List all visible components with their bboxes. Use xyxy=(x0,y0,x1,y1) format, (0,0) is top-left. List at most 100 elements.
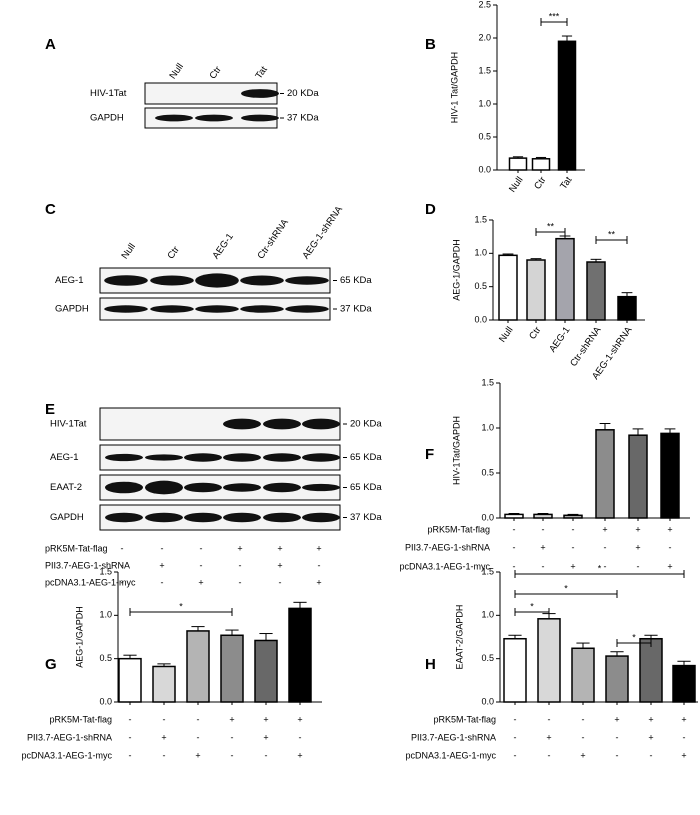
significance-label: * xyxy=(530,601,534,611)
blot-band xyxy=(184,482,222,493)
blot-band xyxy=(145,480,183,495)
treatment-mark: + xyxy=(161,732,166,742)
y-tick-label: 1.0 xyxy=(481,610,494,620)
bar xyxy=(503,637,527,703)
blot-band xyxy=(223,483,261,492)
treatment-mark: - xyxy=(513,524,516,534)
blot-band xyxy=(263,482,301,493)
treatment-mark: - xyxy=(129,750,132,760)
treatment-label: PII3.7-AEG-1-shRNA xyxy=(27,732,112,742)
treatment-mark: + xyxy=(237,543,242,553)
blot-band xyxy=(195,273,239,288)
treatment-mark: + xyxy=(635,542,640,552)
blot-band xyxy=(302,512,340,523)
blot-band xyxy=(105,481,143,494)
lane-label: AEG-1 xyxy=(211,231,236,261)
panel-label: D xyxy=(425,201,436,218)
treatment-mark: + xyxy=(297,714,302,724)
bar xyxy=(563,514,583,519)
blot-band xyxy=(150,305,194,313)
panel-label: A xyxy=(45,36,56,53)
treatment-label: pRK5M-Tat-flag xyxy=(433,714,496,724)
bar xyxy=(537,618,561,703)
bar xyxy=(557,40,577,171)
treatment-mark: - xyxy=(161,543,164,553)
y-tick-label: 0.0 xyxy=(481,512,494,522)
blot-band xyxy=(302,418,340,430)
blot-band xyxy=(263,512,301,523)
bar xyxy=(605,655,629,703)
y-axis-title: HIV-1Tat/GAPDH xyxy=(451,416,461,485)
y-tick-label: 1.5 xyxy=(474,214,487,224)
blot-band xyxy=(302,453,340,462)
bar xyxy=(508,157,528,171)
treatment-mark: - xyxy=(637,561,640,571)
blot-band xyxy=(302,483,340,492)
row-label: HIV-1Tat xyxy=(90,88,127,99)
treatment-mark: + xyxy=(602,524,607,534)
treatment-mark: + xyxy=(159,560,164,570)
size-label: 20 KDa xyxy=(287,88,319,99)
y-tick-label: 1.5 xyxy=(478,65,491,75)
treatment-mark: - xyxy=(239,577,242,587)
blot-band xyxy=(105,512,143,523)
bar xyxy=(628,434,648,519)
treatment-mark: + xyxy=(263,732,268,742)
y-tick-label: 0.5 xyxy=(99,653,112,663)
lane-label: AEG-1-shRNA xyxy=(301,204,346,261)
significance-label: * xyxy=(598,563,602,573)
y-tick-label: 1.0 xyxy=(478,98,491,108)
blot-band xyxy=(104,275,148,286)
lane-label: Ctr-shRNA xyxy=(256,217,292,261)
treatment-mark: - xyxy=(669,542,672,552)
row-label: HIV-1Tat xyxy=(50,419,87,430)
bar xyxy=(504,513,524,519)
treatment-label: PII3.7-AEG-1-shRNA xyxy=(405,542,490,552)
treatment-mark: - xyxy=(548,714,551,724)
treatment-mark: - xyxy=(542,524,545,534)
blot-band xyxy=(240,275,284,286)
bar xyxy=(254,639,278,703)
treatment-mark: - xyxy=(121,543,124,553)
treatment-mark: - xyxy=(197,714,200,724)
treatment-mark: + xyxy=(667,561,672,571)
treatment-mark: - xyxy=(604,542,607,552)
lane-label: Ctr xyxy=(166,244,182,261)
y-tick-label: 0.0 xyxy=(99,696,112,706)
treatment-mark: - xyxy=(514,732,517,742)
blot-band xyxy=(195,114,233,122)
treatment-mark: + xyxy=(195,750,200,760)
blot-band xyxy=(263,418,301,430)
treatment-mark: - xyxy=(231,750,234,760)
y-tick-label: 0.0 xyxy=(478,164,491,174)
treatment-mark: - xyxy=(582,732,585,742)
panel-label: G xyxy=(45,656,57,673)
treatment-mark: + xyxy=(316,577,321,587)
significance-label: * xyxy=(564,583,568,593)
treatment-mark: - xyxy=(683,732,686,742)
treatment-mark: + xyxy=(277,543,282,553)
panel-label: F xyxy=(425,446,434,463)
treatment-label: pRK5M-Tat-flag xyxy=(427,524,490,534)
size-label: 37 KDa xyxy=(350,512,382,523)
treatment-mark: - xyxy=(161,577,164,587)
treatment-mark: - xyxy=(582,714,585,724)
treatment-mark: - xyxy=(231,732,234,742)
treatment-mark: - xyxy=(279,577,282,587)
x-tick-label: Ctr xyxy=(527,325,543,342)
blot-band xyxy=(145,454,183,461)
bar xyxy=(555,237,575,321)
treatment-mark: - xyxy=(604,561,607,571)
treatment-mark: - xyxy=(197,732,200,742)
bar xyxy=(220,634,244,703)
significance-label: * xyxy=(179,601,183,611)
lane-label: Null xyxy=(120,241,138,261)
treatment-mark: - xyxy=(129,732,132,742)
treatment-mark: + xyxy=(316,543,321,553)
treatment-mark: - xyxy=(542,561,545,571)
treatment-mark: + xyxy=(681,750,686,760)
significance-label: *** xyxy=(549,11,560,21)
treatment-mark: - xyxy=(163,714,166,724)
